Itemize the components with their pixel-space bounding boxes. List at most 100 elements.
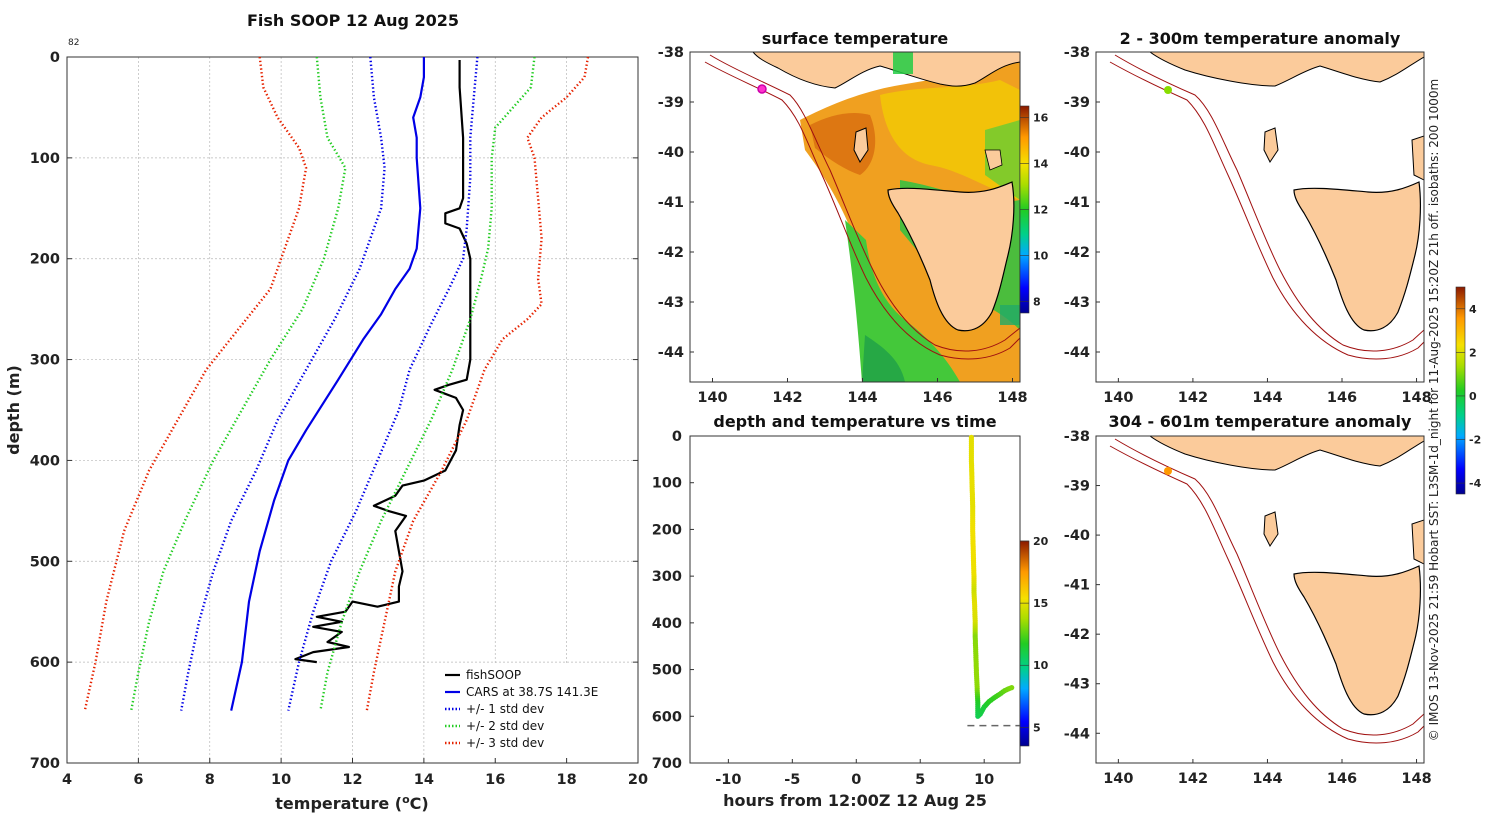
sst-isobath-1000 (704, 61, 1020, 360)
profile-xtick: 4 (62, 772, 72, 788)
anom1-land-island-east (1411, 135, 1424, 181)
profile-xtick: 14 (414, 772, 434, 788)
map-ytick: -41 (1064, 195, 1090, 211)
anom2-land-island-east (1411, 519, 1424, 565)
legend-std2: +/- 2 std dev (466, 719, 544, 733)
legend-fishsoop: fishSOOP (466, 668, 521, 682)
anom1-title: 2 - 300m temperature anomaly (1120, 29, 1401, 48)
colorbar-label: -4 (1469, 477, 1482, 490)
map-ytick: -44 (1064, 726, 1090, 742)
colorbar-label: 2 (1469, 346, 1477, 359)
colorbar-label: 5 (1033, 721, 1041, 734)
anom1-isobath-1000 (1109, 61, 1424, 360)
anomaly-colorbar-labels: 4 2 0 -2 -4 (1456, 303, 1482, 490)
profile-xlabel: temperature (oC) (275, 793, 428, 813)
map-xtick: 140 (1103, 390, 1133, 406)
map-xtick: 148 (997, 390, 1027, 406)
profile-ytick: 400 (30, 453, 60, 469)
profile-line-1 (230, 57, 425, 711)
profile-legend: fishSOOP CARS at 38.7S 141.3E +/- 1 std … (438, 664, 634, 758)
profile-xtick: 20 (628, 772, 648, 788)
anom2-panel: 304 - 601m temperature anomaly 140 142 144… (1064, 286, 1482, 787)
map-ytick: -39 (658, 95, 684, 111)
profile-ylabel: depth (m) (4, 365, 23, 455)
map-xtick: 146 (1327, 771, 1357, 787)
anom2-marker (1164, 467, 1172, 475)
time-xtick: -10 (715, 772, 741, 788)
colorbar-label: -2 (1469, 434, 1481, 447)
profile-xtick: 10 (271, 772, 291, 788)
profile-grid (66, 56, 639, 764)
map-ytick: -44 (1064, 345, 1090, 361)
sst-land-island-east (984, 149, 1003, 171)
time-point (1009, 685, 1015, 691)
anom1-panel: 2 - 300m temperature anomaly 140 142 144 14… (1064, 29, 1432, 406)
time-ytick: 400 (652, 616, 682, 632)
time-ytick: 0 (672, 429, 682, 445)
map-xtick: 140 (697, 390, 727, 406)
colorbar-label: 15 (1033, 597, 1048, 610)
credit-text: © IMOS 13-Nov-2025 21:59 Hobart SST: L3S… (1427, 79, 1441, 741)
map-xtick: 142 (772, 390, 802, 406)
time-xtick: -5 (784, 772, 800, 788)
legend-std1: +/- 1 std dev (466, 702, 544, 716)
anom2-land-mainland (1149, 436, 1424, 471)
anom2-isobath-1000 (1109, 445, 1424, 744)
colorbar-label: 20 (1033, 535, 1049, 548)
map-ytick: -43 (658, 295, 684, 311)
sst-position-marker (757, 84, 767, 94)
time-ytick: 300 (652, 569, 682, 585)
profile-line-5 (130, 56, 347, 711)
profile-ytick: 600 (30, 655, 60, 671)
anom2-land-tasmania (1293, 565, 1422, 716)
colorbar-label: 16 (1033, 112, 1049, 125)
colorbar-label: 10 (1033, 659, 1049, 672)
map-ytick: -42 (1064, 627, 1090, 643)
sst-land-tasmania (887, 181, 1015, 332)
profile-ytick: 700 (30, 756, 60, 772)
map-xtick: 148 (1401, 771, 1431, 787)
time-xtick: 10 (974, 772, 994, 788)
anom2-title: 304 - 601m temperature anomaly (1109, 412, 1412, 431)
anom1-axes-frame (1095, 51, 1425, 383)
anom1-land-mainland (1149, 52, 1424, 87)
map-ytick: -43 (1064, 295, 1090, 311)
profile-series (83, 56, 590, 711)
map-xtick: 140 (1103, 771, 1133, 787)
time-xtick: 0 (851, 772, 861, 788)
anom1-marker (1164, 86, 1172, 94)
time-colorbar-labels: 5 10 15 20 (1020, 535, 1049, 734)
anom2-land-island-west (1263, 511, 1279, 547)
map-xtick: 146 (922, 390, 952, 406)
anom1-land-island-west (1263, 127, 1279, 163)
anom2-axes-frame (1095, 435, 1425, 764)
profile-line-4 (319, 56, 536, 711)
map-ytick: -38 (1064, 45, 1090, 61)
sst-land-mainland (752, 52, 1020, 89)
profile-line-6 (365, 56, 590, 711)
map-ytick: -44 (658, 345, 684, 361)
time-panel: depth and temperature vs time -10 -5 0 5 100… (652, 412, 1049, 810)
map-ytick: -42 (1064, 245, 1090, 261)
map-ytick: -39 (1064, 95, 1090, 111)
map-xtick: 142 (1178, 771, 1208, 787)
profile-ytick: 200 (30, 252, 60, 268)
map-ytick: -40 (658, 145, 684, 161)
profile-axes-frame (66, 56, 639, 764)
profile-ytick: 300 (30, 353, 60, 369)
profile-xtick: 8 (205, 772, 215, 788)
time-colorbar (1019, 540, 1030, 747)
map-ytick: -43 (1064, 677, 1090, 693)
sst-field-darkgreen (862, 335, 905, 382)
anom2-isobath-200 (1114, 438, 1424, 736)
small-label: 82 (68, 38, 79, 48)
time-xtick: 5 (915, 772, 925, 788)
profile-title: Fish SOOP 12 Aug 2025 (247, 11, 459, 30)
time-ytick: 600 (652, 709, 682, 725)
time-ytick: 500 (652, 663, 682, 679)
legend-std3: +/- 3 std dev (466, 736, 544, 750)
anom1-isobath-200 (1114, 54, 1424, 352)
sst-field-green-north (985, 120, 1020, 200)
